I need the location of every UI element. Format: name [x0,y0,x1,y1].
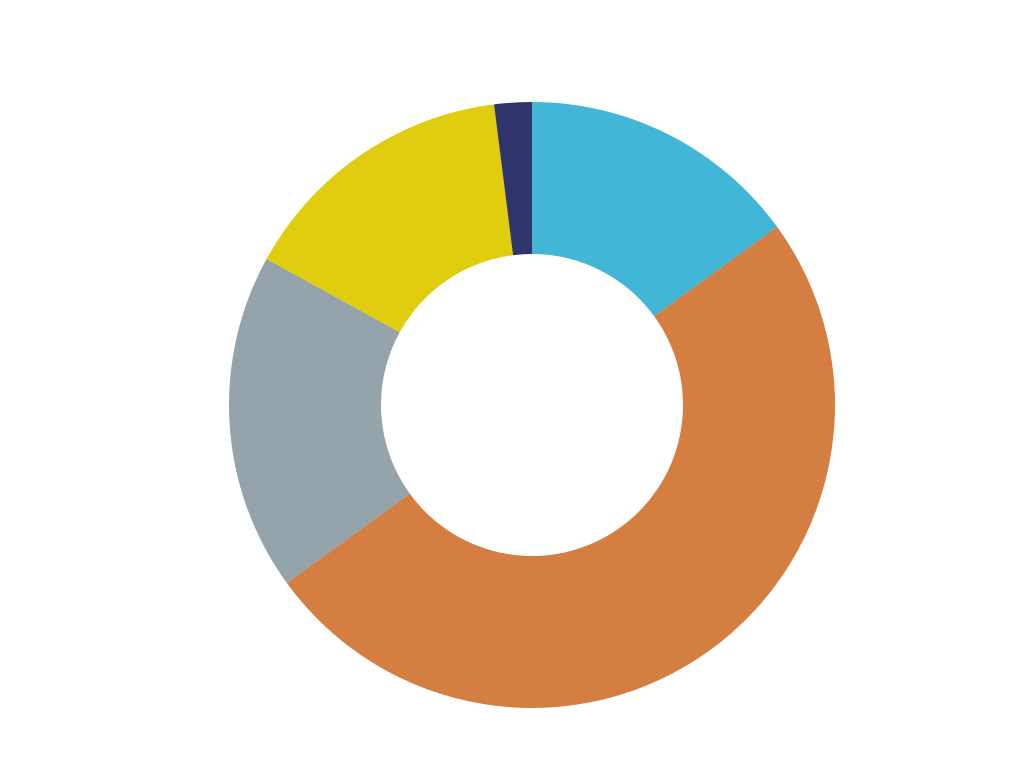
donut-slice-4 [266,104,514,333]
donut-slice-3 [228,259,410,584]
donut-slice-1 [532,102,778,317]
donut-slice-2 [286,226,835,708]
donut-slice-5 [494,102,532,256]
donut-slices [228,102,835,708]
